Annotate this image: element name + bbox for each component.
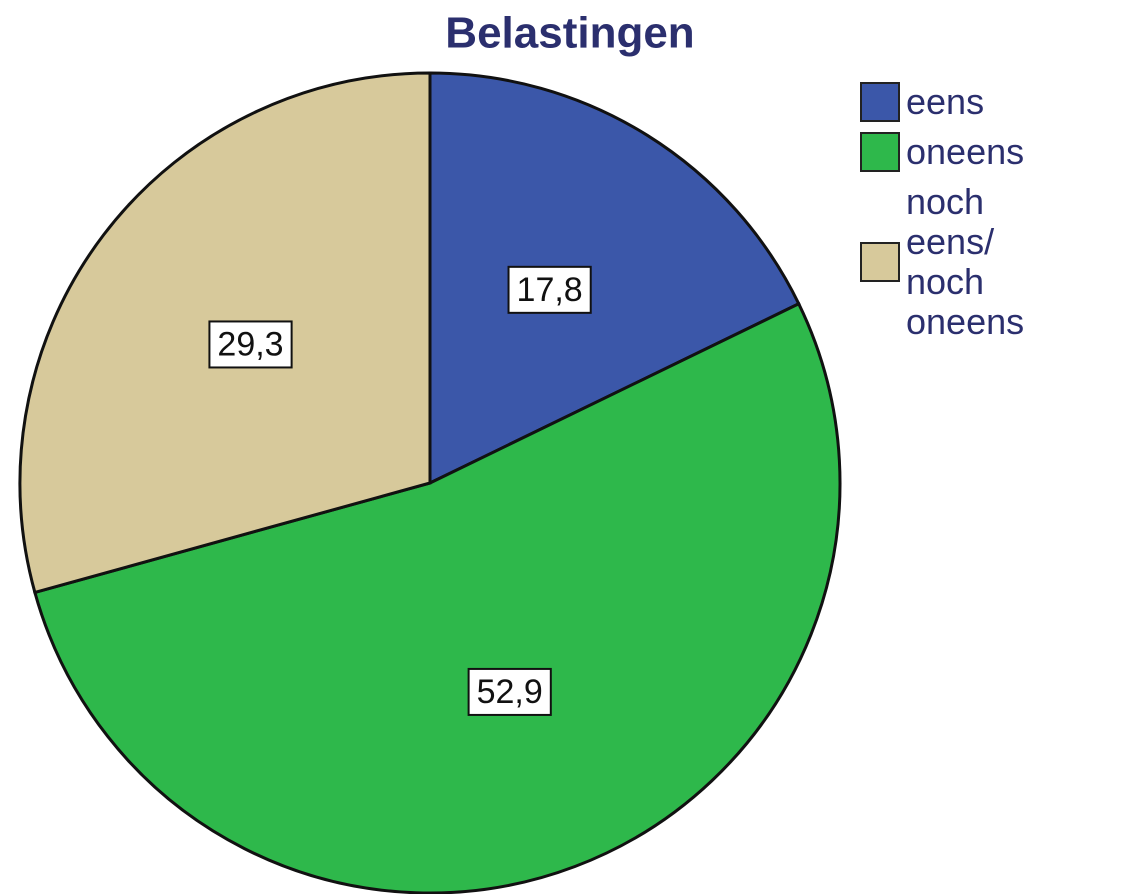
legend-item: oneens <box>860 132 1120 172</box>
chart-title: Belastingen <box>445 9 694 58</box>
data-label-box <box>507 265 592 314</box>
data-label-text: 52,9 <box>477 673 543 711</box>
data-label-text: 29,3 <box>217 325 283 363</box>
legend-label: noch eens/ noch oneens <box>906 181 1025 342</box>
data-label-text: 17,8 <box>517 271 583 309</box>
data-label: 17,8 <box>507 265 592 314</box>
pie-slice <box>33 301 842 894</box>
legend-swatch <box>860 242 900 282</box>
data-label: 29,3 <box>208 320 293 369</box>
legend-swatch <box>860 132 900 172</box>
legend-swatch <box>860 82 900 122</box>
data-label-box <box>467 667 552 716</box>
legend-label: oneens <box>906 131 1025 172</box>
pie-slice <box>428 71 801 486</box>
legend-label: eens <box>906 81 985 122</box>
legend-item: eens <box>860 82 1120 122</box>
data-label: 52,9 <box>467 667 552 716</box>
legend: eens oneens noch eens/ noch oneens <box>860 82 1120 352</box>
legend-item: noch eens/ noch oneens <box>860 182 1120 342</box>
data-label-box <box>208 320 293 369</box>
